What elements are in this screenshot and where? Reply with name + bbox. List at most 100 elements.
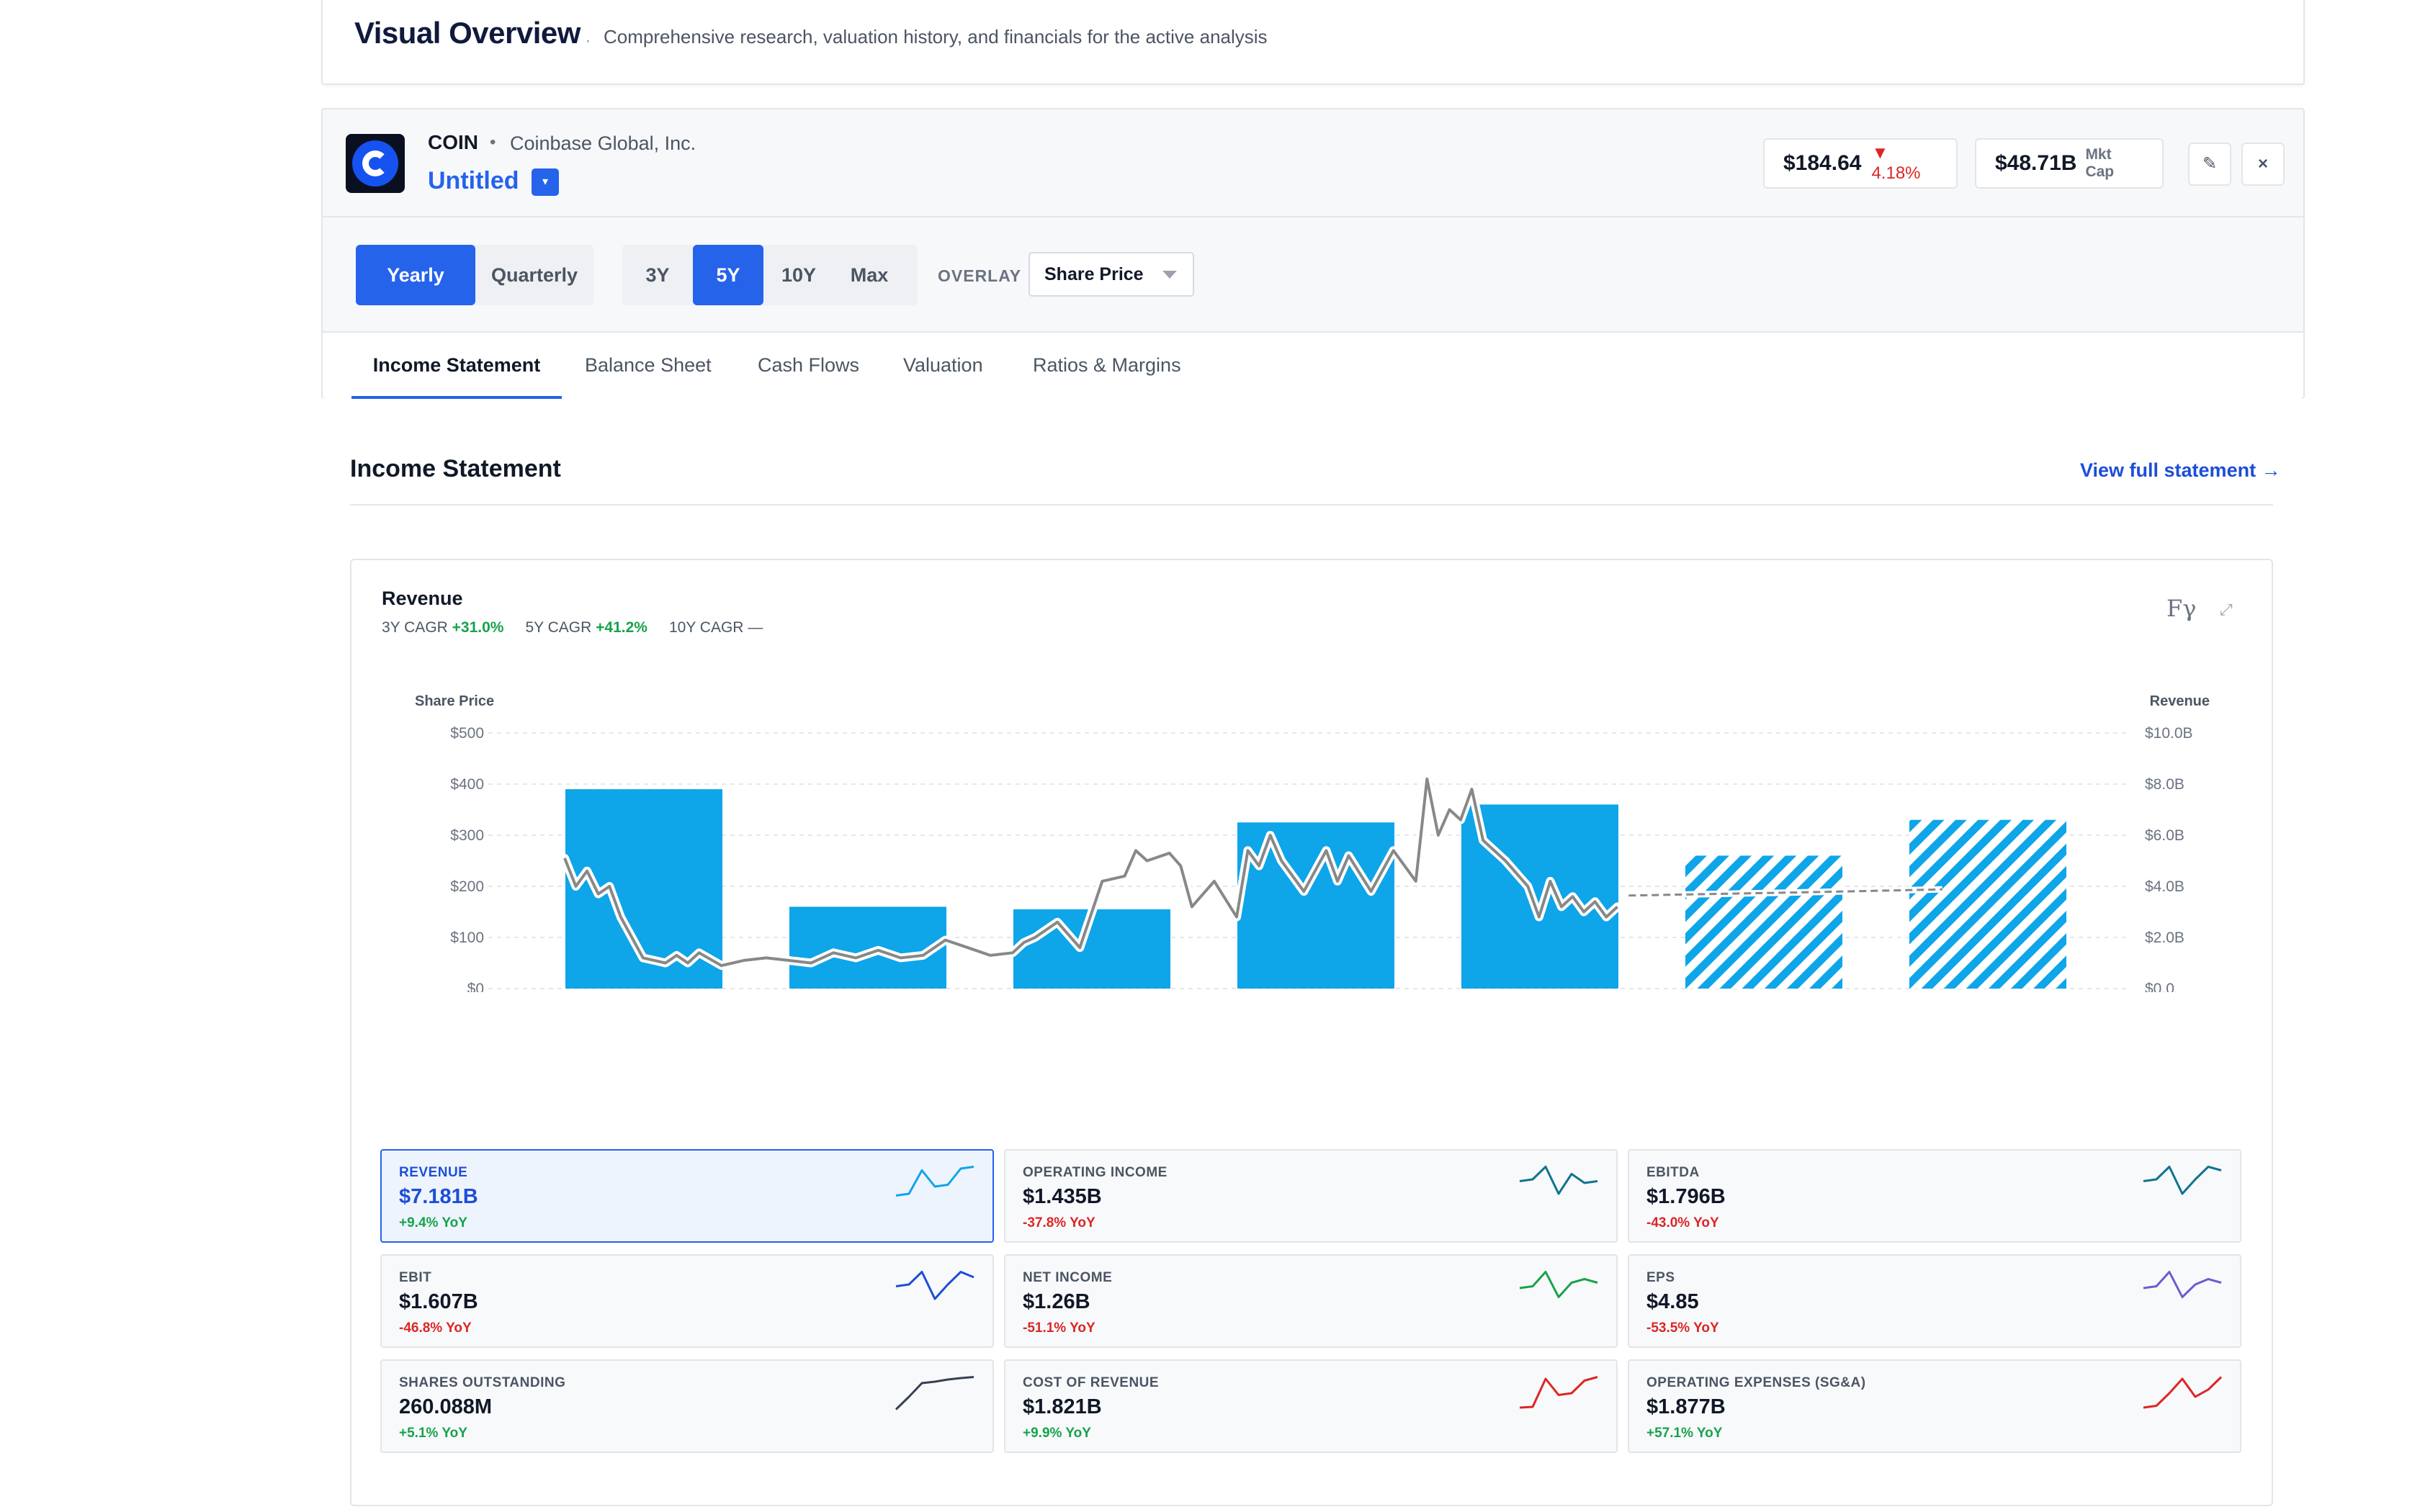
y-left-tick-label: $0 <box>467 981 484 992</box>
metric-label: COST OF REVENUE <box>1023 1375 1160 1390</box>
overlay-label: OVERLAY <box>938 266 1022 285</box>
overlay-select[interactable]: Share Price <box>1028 252 1194 297</box>
y-left-tick-label: $400 <box>450 776 484 793</box>
sparkline <box>2143 1271 2222 1298</box>
chevron-down-icon[interactable]: ▾ <box>532 168 559 196</box>
metric-value: $1.796B <box>1646 1185 1726 1208</box>
y-right-tick-label: $4.0B <box>2145 878 2184 895</box>
sparkline-path <box>1519 1376 1598 1409</box>
metric-yoy-change: -46.8% YoY <box>399 1320 472 1336</box>
expand-icon[interactable]: ⤢ <box>2220 600 2233 618</box>
analysis-name[interactable]: Untitled <box>428 167 519 194</box>
price-pill: $184.64 ▼ 4.18% <box>1763 138 1958 189</box>
period-toggle: Yearly Quarterly <box>356 245 593 305</box>
metric-card-operating-expenses-sg-a[interactable]: OPERATING EXPENSES (SG&A) $1.877B +57.1% Y… <box>1628 1359 2241 1453</box>
y-axis-right-title: Revenue <box>2150 693 2210 709</box>
range-5y-button[interactable]: 5Y <box>693 245 763 305</box>
pencil-icon[interactable]: ✎ <box>2188 143 2231 186</box>
section-title: Income Statement <box>350 455 561 482</box>
sparkline-path <box>895 1166 974 1197</box>
metric-label: OPERATING INCOME <box>1023 1165 1168 1180</box>
y-left-tick-label: $500 <box>450 725 484 742</box>
ticker-summary: COIN • Coinbase Global, Inc. Untitled ▾ … <box>323 109 2303 217</box>
metric-yoy-change: -37.8% YoY <box>1023 1215 1095 1230</box>
metric-card-shares-outstanding[interactable]: SHARES OUTSTANDING 260.088M +5.1% YoY <box>380 1359 994 1453</box>
metric-card-revenue[interactable]: REVENUE $7.181B +9.4% YoY <box>380 1149 994 1243</box>
cagr-5y-label: 5Y CAGR <box>525 619 592 636</box>
metric-value: $7.181B <box>399 1185 478 1208</box>
sparkline <box>1519 1271 1598 1298</box>
close-icon[interactable]: × <box>2241 143 2285 186</box>
chart-controls: Yearly Quarterly 3Y 5Y 10Y Max OVERLAY S… <box>323 217 2303 333</box>
metric-label: OPERATING EXPENSES (SG&A) <box>1646 1375 1866 1390</box>
cagr-3y-label: 3Y CAGR <box>382 619 448 636</box>
cagr-5y: 5Y CAGR +41.2% <box>525 619 647 636</box>
revenue-bar[interactable] <box>1237 822 1394 989</box>
range-toggle: 3Y 5Y 10Y Max <box>622 245 918 305</box>
sparkline-path <box>2143 1271 2222 1298</box>
metric-label: REVENUE <box>399 1165 468 1180</box>
tab-valuation[interactable]: Valuation <box>903 354 983 376</box>
y-left-tick-label: $200 <box>450 878 484 895</box>
overlay-select-value: Share Price <box>1044 264 1144 284</box>
metric-label: SHARES OUTSTANDING <box>399 1375 566 1390</box>
page-subtitle: Comprehensive research, valuation histor… <box>604 26 1268 48</box>
metric-card-operating-income[interactable]: OPERATING INCOME $1.435B -37.8% YoY <box>1004 1149 1618 1243</box>
metric-card-ebit[interactable]: EBIT $1.607B -46.8% YoY <box>380 1254 994 1348</box>
period-yearly-button[interactable]: Yearly <box>356 245 475 305</box>
range-max-button[interactable]: Max <box>850 264 889 286</box>
page-title: Visual Overview <box>354 16 581 50</box>
sparkline <box>2143 1376 2223 1409</box>
price-change: ▼ 4.18% <box>1871 143 1921 183</box>
function-icon[interactable]: Fγ <box>2166 595 2197 622</box>
metric-card-net-income[interactable]: NET INCOME $1.26B -51.1% YoY <box>1004 1254 1618 1348</box>
coinbase-logo-icon <box>346 134 405 193</box>
tab-balance-sheet[interactable]: Balance Sheet <box>585 354 712 376</box>
tab-cash-flows[interactable]: Cash Flows <box>758 354 860 376</box>
metric-value: $1.607B <box>399 1290 478 1313</box>
revenue-chart-card: Revenue 3Y CAGR +31.0% 5Y CAGR +41.2% 10… <box>350 559 2273 1506</box>
revenue-bar[interactable] <box>1461 804 1618 989</box>
revenue-bar[interactable] <box>789 906 946 989</box>
tab-ratios-margins[interactable]: Ratios & Margins <box>1033 354 1181 376</box>
header-card: Visual Overview · Comprehensive research… <box>321 0 2305 85</box>
ticker-separator: • <box>490 132 496 152</box>
share-price-line <box>563 777 1619 968</box>
revenue-bar-estimate[interactable] <box>1685 855 1842 989</box>
metric-card-cost-of-revenue[interactable]: COST OF REVENUE $1.821B +9.9% YoY <box>1004 1359 1618 1453</box>
cagr-10y: 10Y CAGR — <box>669 619 763 636</box>
sparkline <box>1519 1376 1598 1409</box>
market-cap-value: $48.71B <box>1995 151 2077 175</box>
sparkline-path <box>895 1271 974 1300</box>
cagr-3y: 3Y CAGR +31.0% <box>382 619 503 636</box>
metric-label: EBIT <box>399 1270 432 1285</box>
metric-value: 260.088M <box>399 1395 492 1418</box>
statement-tabs: Income Statement Balance Sheet Cash Flow… <box>323 333 2303 399</box>
sparkline <box>1519 1166 1598 1195</box>
sparkline <box>895 1376 974 1410</box>
metric-yoy-change: -43.0% YoY <box>1646 1215 1719 1230</box>
share-price: $184.64 <box>1783 151 1862 175</box>
cagr-10y-value: — <box>748 619 763 636</box>
y-axis-left-title: Share Price <box>415 693 494 709</box>
range-10y-button[interactable]: 10Y <box>781 264 817 286</box>
chevron-down-icon <box>1162 271 1177 279</box>
revenue-bar-estimate[interactable] <box>1909 819 2066 989</box>
cagr-10y-label: 10Y CAGR <box>668 619 744 636</box>
view-full-statement-link[interactable]: View full statement → <box>2080 459 2281 481</box>
metric-card-eps[interactable]: EPS $4.85 -53.5% YoY <box>1628 1254 2241 1348</box>
sparkline-path <box>895 1376 974 1410</box>
y-right-tick-label: $0.0 <box>2145 981 2174 992</box>
cagr-3y-value: +31.0% <box>452 619 504 636</box>
metric-value: $1.26B <box>1023 1290 1090 1313</box>
market-cap-pill: $48.71B Mkt Cap <box>1975 138 2164 189</box>
y-left-tick-label: $300 <box>450 827 484 844</box>
metric-card-ebitda[interactable]: EBITDA $1.796B -43.0% YoY <box>1628 1149 2241 1243</box>
metric-value: $1.821B <box>1023 1395 1102 1418</box>
metric-value: $4.85 <box>1646 1290 1699 1313</box>
period-quarterly-button[interactable]: Quarterly <box>490 264 578 286</box>
range-3y-button[interactable]: 3Y <box>645 264 670 286</box>
metric-yoy-change: +9.9% YoY <box>1023 1426 1091 1441</box>
tab-income-statement[interactable]: Income Statement <box>351 333 562 399</box>
section-divider <box>350 504 2273 505</box>
